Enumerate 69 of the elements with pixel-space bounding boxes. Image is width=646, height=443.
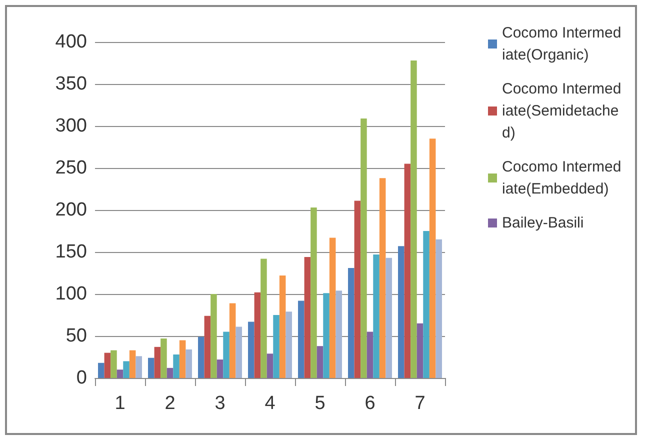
bar: [404, 164, 411, 378]
y-tick-label: 350: [55, 74, 87, 94]
bar: [229, 303, 236, 378]
bar: [410, 60, 417, 378]
bar: [423, 231, 430, 378]
bar: [436, 239, 442, 378]
y-tick-label: 400: [55, 32, 87, 52]
bar: [373, 254, 380, 378]
y-tick-label: 300: [55, 116, 87, 136]
bar: [216, 360, 224, 378]
x-tick-label: 5: [314, 393, 326, 414]
bar: [336, 290, 342, 378]
bar: [116, 370, 124, 378]
bar: [366, 332, 374, 378]
bar: [429, 138, 436, 378]
y-tick-label: 50: [66, 326, 87, 346]
bar: [416, 323, 424, 378]
bar: [329, 238, 336, 378]
bar: [223, 332, 230, 378]
bar: [273, 315, 280, 378]
bar: [279, 276, 286, 378]
bar: [386, 258, 392, 378]
bar: [323, 293, 330, 378]
bar: [304, 257, 311, 378]
bar: [154, 346, 161, 378]
bar: [379, 178, 386, 378]
legend-label: Bailey-Basili: [502, 214, 584, 232]
bar: [348, 268, 354, 378]
y-tick-label: 200: [55, 200, 87, 220]
bar: [210, 294, 217, 378]
bar: [179, 340, 186, 378]
bar: [360, 118, 367, 378]
bar: [98, 362, 104, 378]
bar: [236, 326, 242, 378]
bar: [186, 349, 192, 378]
bar: [129, 350, 136, 378]
bar: [398, 246, 404, 378]
bar: [354, 200, 361, 378]
y-tick-label: 100: [55, 284, 87, 304]
y-tick-label: 0: [76, 368, 87, 388]
bar: [310, 207, 317, 378]
bar: [123, 361, 130, 378]
bar: [248, 322, 254, 378]
bar: [173, 354, 180, 378]
bar: [160, 338, 167, 378]
bar: [148, 358, 154, 378]
bar: [266, 354, 274, 378]
legend-label: Cocomo Intermediate(Organic): [502, 24, 622, 64]
x-tick-label: 2: [164, 393, 176, 414]
y-tick-label: 250: [55, 158, 87, 178]
bar: [110, 350, 117, 378]
x-tick-label: 3: [214, 393, 226, 414]
bar: [136, 356, 142, 378]
bar: [198, 336, 204, 378]
bar: [104, 352, 111, 378]
x-tick-label: 6: [364, 393, 376, 414]
x-tick-label: 1: [114, 393, 126, 414]
x-tick-label: 7: [414, 393, 426, 414]
bar: [254, 292, 261, 378]
legend-label: Cocomo Intermediate(Embedded): [502, 158, 622, 198]
bar: [204, 316, 211, 378]
bar: [298, 300, 304, 378]
x-tick-label: 4: [264, 393, 276, 414]
legend-label: Cocomo Intermediate(Semidetached): [502, 80, 622, 142]
bar: [316, 346, 324, 378]
bar: [286, 312, 292, 378]
y-tick-label: 150: [55, 242, 87, 262]
bar: [260, 258, 267, 378]
bar: [166, 368, 174, 378]
